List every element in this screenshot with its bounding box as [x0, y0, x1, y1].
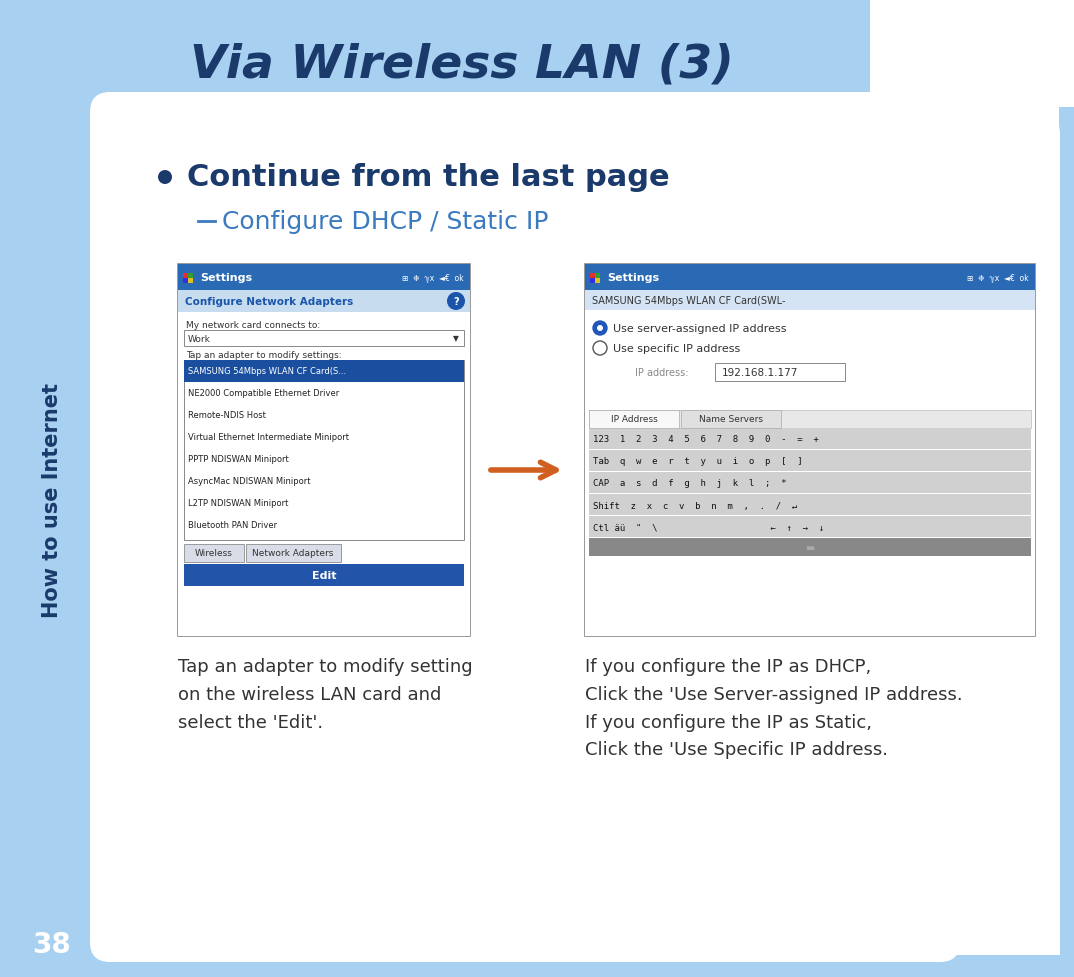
FancyBboxPatch shape — [589, 538, 1031, 557]
Text: Settings: Settings — [607, 273, 659, 282]
Text: Remote-NDIS Host: Remote-NDIS Host — [188, 411, 266, 420]
Text: SAMSUNG 54Mbps WLAN CF Card(S...: SAMSUNG 54Mbps WLAN CF Card(S... — [188, 367, 346, 376]
FancyBboxPatch shape — [585, 265, 1035, 636]
Polygon shape — [870, 0, 1074, 107]
FancyBboxPatch shape — [90, 93, 960, 962]
FancyBboxPatch shape — [589, 410, 1031, 429]
Text: Tap an adapter to modify setting
on the wireless LAN card and
select the 'Edit'.: Tap an adapter to modify setting on the … — [178, 658, 473, 731]
FancyBboxPatch shape — [715, 363, 845, 382]
Text: 38: 38 — [32, 930, 71, 958]
Text: Ctl äü  "  \                     ←  ↑  →  ↓: Ctl äü " \ ← ↑ → ↓ — [593, 523, 824, 531]
Text: Use specific IP address: Use specific IP address — [613, 344, 740, 354]
Text: ▼: ▼ — [453, 334, 459, 343]
FancyBboxPatch shape — [178, 313, 470, 636]
Text: Tab  q  w  e  r  t  y  u  i  o  p  [  ]: Tab q w e r t y u i o p [ ] — [593, 457, 802, 466]
Text: Via Wireless LAN (3): Via Wireless LAN (3) — [190, 42, 734, 87]
FancyBboxPatch shape — [600, 107, 1050, 947]
Text: IP address:: IP address: — [635, 367, 688, 378]
FancyBboxPatch shape — [585, 265, 1035, 291]
FancyBboxPatch shape — [589, 429, 1031, 449]
Circle shape — [447, 293, 465, 311]
Text: Edit: Edit — [311, 571, 336, 580]
Circle shape — [593, 321, 607, 336]
FancyBboxPatch shape — [589, 410, 679, 429]
Text: Continue from the last page: Continue from the last page — [187, 163, 669, 192]
FancyBboxPatch shape — [681, 410, 781, 429]
Text: ⊞  ❉  ℽx  ◄€  ok: ⊞ ❉ ℽx ◄€ ok — [403, 274, 464, 282]
FancyBboxPatch shape — [105, 400, 1060, 956]
Text: NE2000 Compatible Ethernet Driver: NE2000 Compatible Ethernet Driver — [188, 389, 339, 398]
Circle shape — [158, 171, 172, 185]
FancyBboxPatch shape — [184, 361, 464, 383]
FancyBboxPatch shape — [178, 291, 470, 313]
Text: Configure Network Adapters: Configure Network Adapters — [185, 297, 353, 307]
FancyBboxPatch shape — [595, 278, 600, 283]
Text: My network card connects to:: My network card connects to: — [186, 320, 320, 329]
Text: AsyncMac NDISWAN Miniport: AsyncMac NDISWAN Miniport — [188, 477, 310, 486]
Text: ⊞  ❉  ℽx  ◄€  ok: ⊞ ❉ ℽx ◄€ ok — [968, 274, 1029, 282]
FancyBboxPatch shape — [184, 361, 464, 540]
FancyBboxPatch shape — [184, 544, 244, 563]
Text: ▬: ▬ — [806, 542, 814, 552]
Text: ?: ? — [453, 297, 459, 307]
FancyBboxPatch shape — [183, 278, 188, 283]
Text: 192.168.1.177: 192.168.1.177 — [722, 367, 798, 378]
FancyBboxPatch shape — [589, 450, 1031, 472]
FancyBboxPatch shape — [200, 107, 1059, 956]
FancyBboxPatch shape — [105, 107, 1060, 956]
Text: Work: Work — [188, 334, 211, 343]
Text: How to use Internet: How to use Internet — [42, 382, 62, 616]
FancyBboxPatch shape — [595, 274, 600, 278]
FancyBboxPatch shape — [178, 265, 470, 291]
Text: Bluetooth PAN Driver: Bluetooth PAN Driver — [188, 521, 277, 530]
FancyBboxPatch shape — [188, 274, 193, 278]
Circle shape — [593, 342, 607, 356]
Circle shape — [597, 325, 603, 331]
FancyBboxPatch shape — [188, 278, 193, 283]
Text: IP Address: IP Address — [611, 415, 657, 424]
Text: 123  1  2  3  4  5  6  7  8  9  0  -  =  +: 123 1 2 3 4 5 6 7 8 9 0 - = + — [593, 435, 818, 444]
FancyBboxPatch shape — [590, 274, 595, 278]
FancyBboxPatch shape — [178, 265, 470, 636]
FancyBboxPatch shape — [184, 565, 464, 586]
FancyBboxPatch shape — [585, 291, 1035, 311]
FancyBboxPatch shape — [590, 278, 595, 283]
FancyBboxPatch shape — [589, 494, 1031, 516]
Text: Wireless: Wireless — [195, 549, 233, 558]
Text: Tap an adapter to modify settings:: Tap an adapter to modify settings: — [186, 350, 342, 360]
Text: PPTP NDISWAN Miniport: PPTP NDISWAN Miniport — [188, 455, 289, 464]
Text: If you configure the IP as DHCP,
Click the 'Use Server-assigned IP address.
If y: If you configure the IP as DHCP, Click t… — [585, 658, 962, 758]
FancyBboxPatch shape — [183, 274, 188, 278]
Text: CAP  a  s  d  f  g  h  j  k  l  ;  *: CAP a s d f g h j k l ; * — [593, 479, 786, 488]
Text: L2TP NDISWAN Miniport: L2TP NDISWAN Miniport — [188, 499, 289, 508]
FancyBboxPatch shape — [246, 544, 342, 563]
Text: Settings: Settings — [200, 273, 252, 282]
Text: Shift  z  x  c  v  b  n  m  ,  .  /  ↵: Shift z x c v b n m , . / ↵ — [593, 501, 797, 510]
Text: SAMSUNG 54Mbps WLAN CF Card(SWL-: SAMSUNG 54Mbps WLAN CF Card(SWL- — [592, 296, 785, 306]
FancyBboxPatch shape — [589, 517, 1031, 537]
FancyBboxPatch shape — [184, 330, 464, 347]
FancyBboxPatch shape — [585, 311, 1035, 636]
FancyBboxPatch shape — [589, 473, 1031, 493]
Text: Use server-assigned IP address: Use server-assigned IP address — [613, 323, 786, 334]
Text: Virtual Ethernet Intermediate Miniport: Virtual Ethernet Intermediate Miniport — [188, 433, 349, 442]
Text: Network Adapters: Network Adapters — [252, 549, 334, 558]
Text: Configure DHCP / Static IP: Configure DHCP / Static IP — [222, 210, 549, 234]
Text: Name Servers: Name Servers — [699, 415, 763, 424]
